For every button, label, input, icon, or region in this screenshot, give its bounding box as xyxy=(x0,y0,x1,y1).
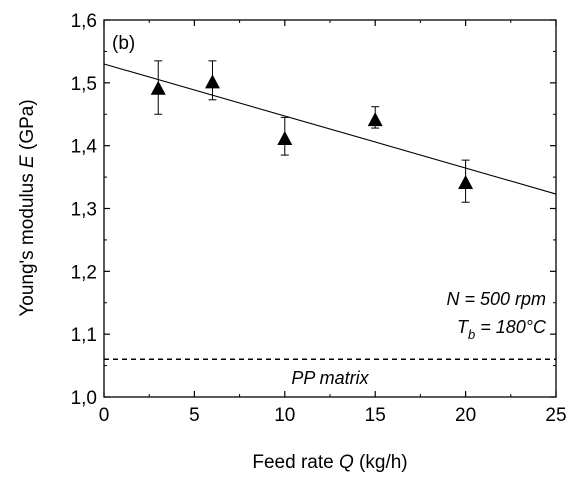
annotation-temperature-rest: = 180°C xyxy=(475,317,547,337)
tick-layer: 0 5 10 15 20 25 1,0 1,1 1,2 1,3 1,4 1,5 1,6 xyxy=(71,11,567,426)
annotation-temperature-sub: b xyxy=(468,327,475,342)
y-tick-label: 1,3 xyxy=(71,200,97,221)
y-tick-label: 1,6 xyxy=(71,11,97,32)
y-tick-label: 1,2 xyxy=(71,262,97,283)
x-axis-title-suffix: (kg/h) xyxy=(354,452,408,473)
annotation-speed: N = 500 rpm xyxy=(446,289,546,309)
x-axis-title-var: Q xyxy=(339,452,354,473)
y-axis-title-suffix: (GPa) xyxy=(17,99,38,155)
data-point-triangle xyxy=(458,174,474,189)
data-point-triangle xyxy=(367,112,383,127)
x-tick-label: 0 xyxy=(99,405,110,426)
plot-frame xyxy=(103,19,557,398)
x-tick-label: 10 xyxy=(274,405,295,426)
y-axis-title-var: E xyxy=(17,155,38,168)
y-tick-label: 1,5 xyxy=(71,74,97,95)
annotation-temperature: Tb = 180°C xyxy=(457,317,547,342)
data-point-triangle xyxy=(150,80,166,95)
y-tick-label: 1,4 xyxy=(71,137,98,158)
x-tick-label: 5 xyxy=(189,405,200,426)
annotation-temperature-var: T xyxy=(457,317,470,337)
y-tick-label: 1,0 xyxy=(71,388,97,409)
reference-line-label: PP matrix xyxy=(291,368,369,388)
x-tick-label: 20 xyxy=(455,405,476,426)
x-tick-label: 15 xyxy=(365,405,386,426)
data-point-triangle xyxy=(277,130,293,145)
x-tick-label: 25 xyxy=(545,405,566,426)
y-axis-title-prefix: Young's modulus xyxy=(17,168,38,317)
panel-label: (b) xyxy=(112,33,135,54)
x-axis-title-prefix: Feed rate xyxy=(252,452,339,473)
x-axis-title: Feed rate Q (kg/h) xyxy=(252,452,407,473)
y-tick-label: 1,1 xyxy=(71,325,97,346)
plot-layer xyxy=(103,60,557,361)
fit-line xyxy=(103,63,557,195)
data-point-triangle xyxy=(204,74,220,89)
y-axis-title: Young's modulus E (GPa) xyxy=(17,99,38,316)
